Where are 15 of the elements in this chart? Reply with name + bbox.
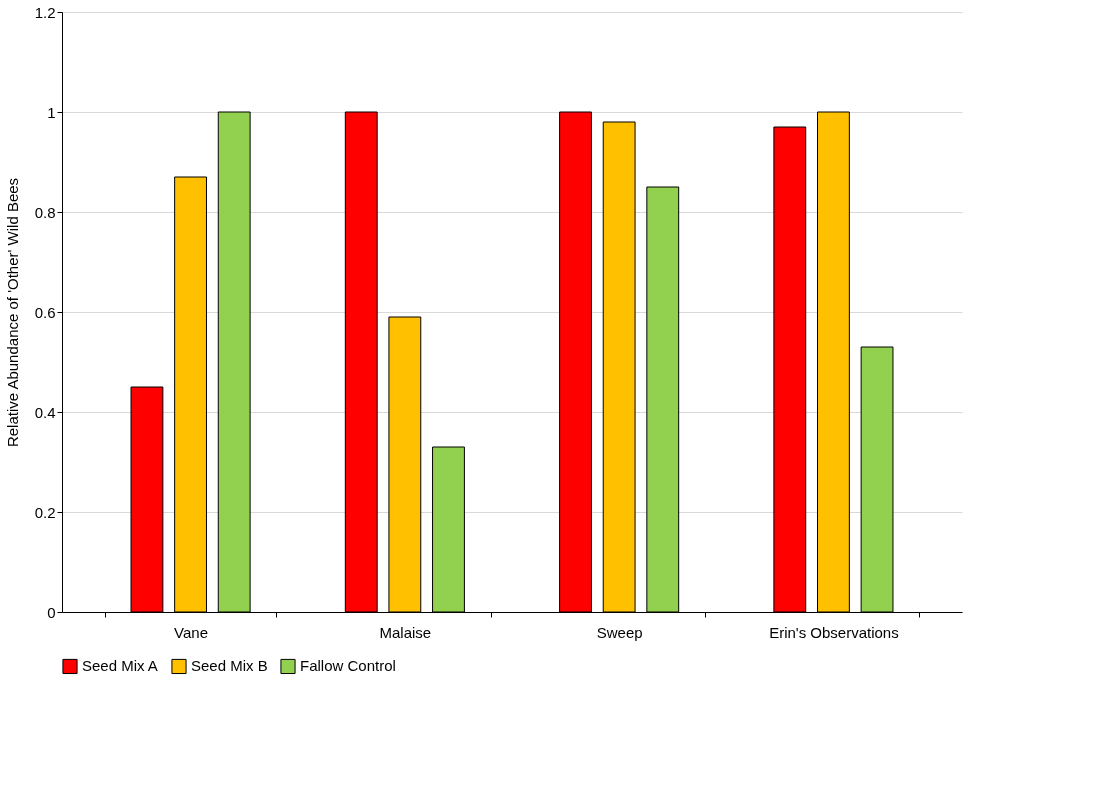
y-tick-label: 0.2 [34,503,56,521]
x-tick-label: Sweep [596,623,643,641]
y-tick-label: 0.4 [34,403,56,421]
legend-label: Fallow Control [300,657,396,675]
legend-label: Seed Mix B [191,657,268,675]
y-tick-label: 1.2 [34,3,56,21]
x-tick-label: Erin's Observations [769,623,899,641]
x-tick-label: Malaise [379,623,432,641]
y-axis-title: Relative Abundance of 'Other' Wild Bees [3,177,21,448]
legend-label: Seed Mix A [82,657,158,675]
y-tick-label: 0.8 [34,203,56,221]
y-tick-label: 0.6 [34,303,56,321]
y-tick-label: 0 [47,603,56,621]
y-tick-label: 1 [47,103,56,121]
x-tick-label: Vane [174,623,209,641]
